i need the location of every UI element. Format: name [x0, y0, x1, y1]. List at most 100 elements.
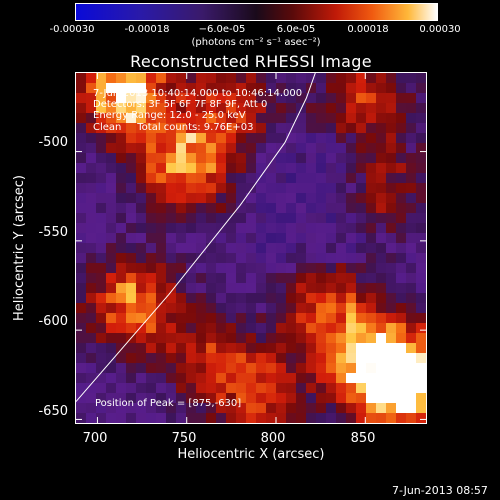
heatmap-cell [176, 293, 186, 303]
heatmap-cell [156, 223, 166, 233]
heatmap-cell [336, 183, 346, 193]
heatmap-cell [236, 403, 246, 413]
heatmap-cell [216, 293, 226, 303]
heatmap-cell [346, 113, 356, 123]
heatmap-cell [166, 133, 176, 143]
heatmap-cell [156, 163, 166, 173]
heatmap-cell [396, 193, 406, 203]
heatmap-cell [266, 133, 276, 143]
heatmap-cell [326, 163, 336, 173]
heatmap-cell [356, 73, 366, 83]
heatmap-cell [156, 213, 166, 223]
heatmap-cell [376, 73, 386, 83]
heatmap-cell [356, 403, 366, 413]
heatmap-cell [176, 173, 186, 183]
heatmap-cell [386, 163, 396, 173]
heatmap-cell [346, 243, 356, 253]
heatmap-cell [206, 73, 216, 83]
heatmap-cell [136, 293, 146, 303]
heatmap-cell [146, 93, 156, 103]
heatmap-cell [176, 313, 186, 323]
heatmap-cell [266, 183, 276, 193]
heatmap-cell [146, 123, 156, 133]
detectors: Detectors: 3F 5F 6F 7F 8F 9F, Att 0 [93, 99, 268, 110]
heatmap-cell [196, 343, 206, 353]
heatmap-cell [116, 73, 126, 83]
heatmap-cell [136, 353, 146, 363]
colorbar-tick: 0.00018 [347, 24, 389, 35]
heatmap-cell [346, 83, 356, 93]
heatmap-cell [316, 203, 326, 213]
heatmap-cell [306, 203, 316, 213]
heatmap-cell [386, 233, 396, 243]
heatmap-cell [196, 243, 206, 253]
heatmap-cell [306, 253, 316, 263]
heatmap-cell [146, 153, 156, 163]
heatmap-cell [266, 363, 276, 373]
heatmap-cell [286, 193, 296, 203]
heatmap-cell [116, 163, 126, 173]
heatmap-cell [386, 303, 396, 313]
heatmap-cell [96, 413, 106, 423]
heatmap-cell [126, 93, 136, 103]
heatmap-cell [106, 383, 116, 393]
heatmap-cell [316, 283, 326, 293]
heatmap-cell [246, 243, 256, 253]
heatmap-cell [136, 223, 146, 233]
heatmap-cell [166, 183, 176, 193]
heatmap-cell [346, 233, 356, 243]
heatmap-cell [106, 393, 116, 403]
heatmap-cell [386, 283, 396, 293]
heatmap-cell [416, 173, 426, 183]
heatmap-cell [96, 183, 106, 193]
heatmap-cell [396, 243, 406, 253]
heatmap-cell [296, 213, 306, 223]
heatmap-cell [376, 193, 386, 203]
heatmap-cell [406, 393, 416, 403]
heatmap-cell [386, 313, 396, 323]
heatmap-cell [326, 373, 336, 383]
heatmap-cell [146, 203, 156, 213]
heatmap-cell [256, 373, 266, 383]
heatmap-cell [256, 213, 266, 223]
heatmap-cell [176, 353, 186, 363]
heatmap-cell [276, 403, 286, 413]
heatmap-cell [76, 313, 86, 323]
heatmap-cell [176, 223, 186, 233]
heatmap-cell [106, 213, 116, 223]
heatmap-cell [196, 103, 206, 113]
heatmap-cell [256, 393, 266, 403]
heatmap-cell [276, 203, 286, 213]
heatmap-cell [266, 343, 276, 353]
heatmap-cell [216, 373, 226, 383]
heatmap-cell [86, 193, 96, 203]
heatmap-cell [396, 123, 406, 133]
heatmap-cell [106, 403, 116, 413]
heatmap-cell [76, 263, 86, 273]
heatmap-cell [286, 363, 296, 373]
heatmap-cell [116, 373, 126, 383]
heatmap-cell [266, 163, 276, 173]
heatmap-cell [306, 133, 316, 143]
heatmap-cell [116, 103, 126, 113]
heatmap-cell [286, 283, 296, 293]
heatmap-cell [206, 263, 216, 273]
heatmap-cell [296, 183, 306, 193]
heatmap-cell [336, 323, 346, 333]
heatmap-cell [356, 113, 366, 123]
heatmap-cell [216, 223, 226, 233]
heatmap-cell [256, 233, 266, 243]
heatmap-cell [356, 93, 366, 103]
heatmap-cell [166, 263, 176, 273]
heatmap-cell [76, 143, 86, 153]
heatmap-cell [406, 193, 416, 203]
heatmap-cell [186, 393, 196, 403]
heatmap-cell [76, 293, 86, 303]
heatmap-cell [416, 183, 426, 193]
heatmap-cell [346, 383, 356, 393]
heatmap-cell [356, 183, 366, 193]
heatmap-cell [106, 113, 116, 123]
heatmap-cell [366, 393, 376, 403]
heatmap-cell [276, 233, 286, 243]
heatmap-cell [346, 263, 356, 273]
